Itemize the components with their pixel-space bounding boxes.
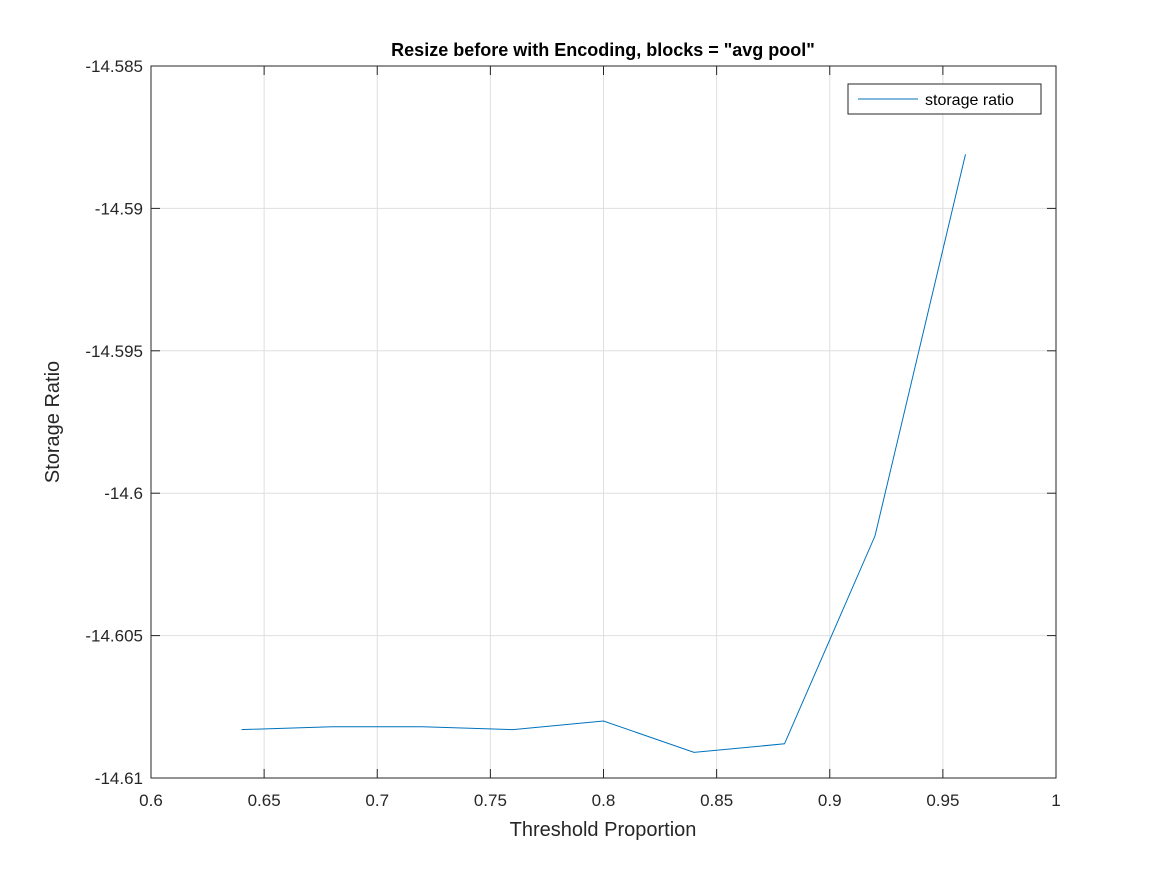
grid (150, 65, 1057, 779)
y-tick-label: -14.585 (85, 57, 143, 76)
x-tick-label: 0.6 (139, 791, 163, 810)
legend-label: storage ratio (925, 92, 1014, 109)
y-axis-label: Storage Ratio (42, 361, 64, 483)
x-tick-label: 1 (1051, 791, 1060, 810)
series-layer (241, 154, 966, 753)
legend: storage ratio (847, 83, 1042, 115)
x-tick-label: 0.95 (926, 791, 959, 810)
x-tick-label: 0.65 (248, 791, 281, 810)
y-tick-label: -14.605 (85, 627, 143, 646)
ticks: 0.6 0.65 0.7 0.75 0.8 0.85 0.9 0.95 1 -14.61 -14.6… (85, 57, 1060, 810)
x-tick-label: 0.9 (818, 791, 842, 810)
y-tick-label: -14.595 (85, 342, 143, 361)
x-tick-label: 0.85 (700, 791, 733, 810)
x-tick-label: 0.75 (474, 791, 507, 810)
x-axis-label: Threshold Proportion (510, 819, 697, 841)
y-tick-label: -14.6 (104, 484, 143, 503)
x-tick-label: 0.8 (592, 791, 616, 810)
x-tick-label: 0.7 (365, 791, 389, 810)
series-line (241, 154, 966, 753)
y-tick-label: -14.61 (95, 769, 143, 788)
y-tick-label: -14.59 (95, 199, 143, 218)
chart-title: Resize before with Encoding, blocks = "a… (391, 40, 815, 60)
